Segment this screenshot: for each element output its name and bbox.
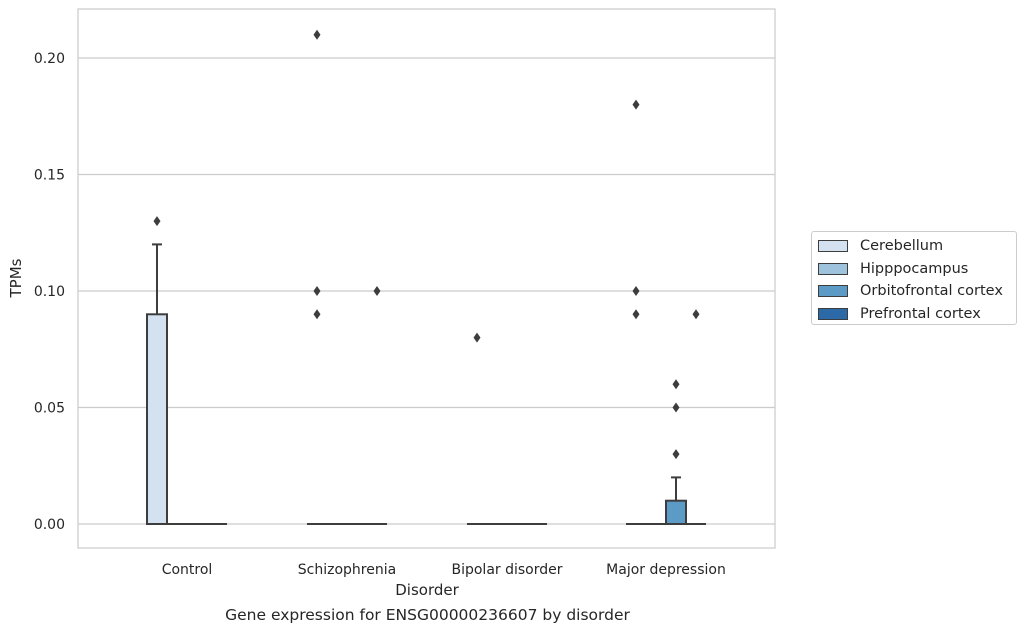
legend-swatch <box>818 285 848 297</box>
y-tick-label: 0.00 <box>34 517 65 533</box>
x-tick-label: Major depression <box>606 562 726 578</box>
x-axis-title: Disorder <box>395 581 459 599</box>
outlier-point <box>473 332 481 343</box>
outlier-points <box>153 29 700 460</box>
outlier-point <box>313 309 321 320</box>
legend-label: Hipppocampus <box>860 260 969 277</box>
x-tick-labels: Control Schizophrenia Bipolar disorder Majo… <box>162 562 726 578</box>
box-series <box>146 243 706 526</box>
outlier-point <box>313 29 321 40</box>
legend: Cerebellum Hipppocampus Orbitofrontal cort… <box>811 231 1017 325</box>
y-grid <box>78 57 775 525</box>
outlier-point <box>632 309 640 320</box>
legend-label: Orbitofrontal cortex <box>860 283 1003 299</box>
box-cerebellum <box>146 243 168 525</box>
legend-item: Prefrontal cortex <box>818 305 981 323</box>
legend-swatch <box>818 262 848 275</box>
outlier-point <box>672 402 680 413</box>
box-orbitofrontal-cortex <box>665 476 687 526</box>
y-tick-label: 0.15 <box>34 168 65 184</box>
outlier-point <box>153 216 161 227</box>
legend-item: Cerebellum <box>818 237 943 255</box>
x-tick-label: Schizophrenia <box>298 562 396 578</box>
chart-title: Gene expression for ENSG00000236607 by d… <box>225 606 630 624</box>
legend-swatch <box>818 307 848 320</box>
outlier-point <box>672 449 680 460</box>
outlier-point <box>313 286 321 296</box>
legend-swatch <box>818 240 848 252</box>
y-tick-label: 0.10 <box>34 284 65 300</box>
y-tick-labels: 0.00 0.05 0.10 0.15 0.20 <box>34 51 65 533</box>
x-tick-label: Control <box>162 562 213 578</box>
x-tick-label: Bipolar disorder <box>451 562 562 578</box>
outlier-point <box>632 99 640 110</box>
outlier-point <box>692 309 700 320</box>
legend-item: Orbitofrontal cortex <box>818 282 1003 300</box>
outlier-point <box>373 286 381 296</box>
box-rect <box>665 499 687 526</box>
y-tick-label: 0.05 <box>34 401 65 417</box>
outlier-point <box>632 286 640 296</box>
outlier-point <box>672 379 680 390</box>
y-axis-title: TPMs <box>7 258 25 298</box>
legend-label: Cerebellum <box>860 238 944 254</box>
box-rect <box>146 313 168 525</box>
legend-label: Prefrontal cortex <box>860 305 981 322</box>
legend-item: Hipppocampus <box>818 260 968 278</box>
plot-frame <box>77 8 776 549</box>
y-tick-label: 0.20 <box>34 51 65 67</box>
